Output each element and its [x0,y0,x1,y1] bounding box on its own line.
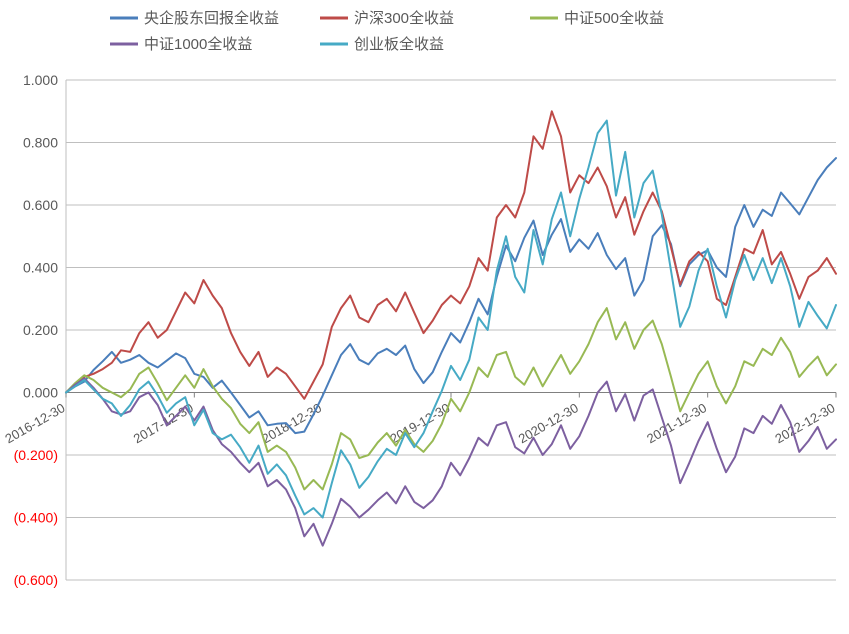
y-tick-label: (0.200) [14,447,58,463]
y-tick-label: 0.000 [23,385,58,401]
y-tick-label: (0.400) [14,510,58,526]
y-tick-label: (0.600) [14,572,58,588]
y-tick-label: 0.800 [23,135,58,151]
chart-container: (0.600) (0.400) (0.200) 0.000 0.200 0.400 0.60… [0,0,849,634]
legend-label: 沪深300全收益 [354,9,454,27]
legend-label: 中证500全收益 [564,9,664,27]
legend-label: 央企股东回报全收益 [144,9,279,27]
line-chart: (0.600) (0.400) (0.200) 0.000 0.200 0.400 0.60… [0,0,849,634]
legend-label: 创业板全收益 [354,35,444,53]
y-tick-label: 0.200 [23,322,58,338]
legend-label: 中证1000全收益 [144,35,252,53]
y-tick-label: 1.000 [23,72,58,88]
y-tick-label: 0.400 [23,260,58,276]
y-tick-label: 0.600 [23,197,58,213]
